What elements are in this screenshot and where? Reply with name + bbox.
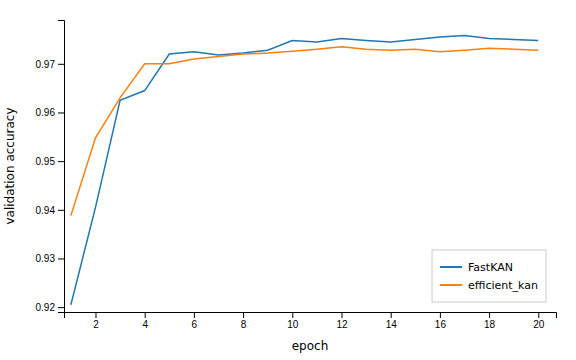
tick: 14: [386, 312, 398, 330]
tick: 0.96: [36, 107, 64, 118]
tick-label: 0.95: [36, 156, 56, 167]
tick-label: 10: [287, 319, 299, 330]
y-axis-title: validation accuracy: [3, 107, 17, 224]
tick: 4: [142, 312, 148, 330]
tick-mark: [58, 307, 64, 308]
tick: 0.94: [36, 205, 64, 216]
line: [71, 47, 538, 216]
tick-mark: [194, 312, 195, 318]
tick: 0.92: [36, 302, 64, 313]
tick: 2: [93, 312, 99, 330]
tick: 0.97: [36, 59, 64, 70]
tick-label: 12: [336, 319, 348, 330]
tick-label: 14: [386, 319, 398, 330]
legend-label: efficient_kan: [468, 279, 538, 292]
tick-label: 16: [435, 319, 447, 330]
tick: 10: [287, 312, 299, 330]
legend-label: FastKAN: [468, 261, 513, 274]
tick: 12: [336, 312, 348, 330]
tick-mark: [391, 312, 392, 318]
tick-mark: [341, 312, 342, 318]
tick: 20: [533, 312, 545, 330]
tick-mark: [95, 312, 96, 318]
tick-mark: [292, 312, 293, 318]
tick-label: 2: [93, 319, 99, 330]
tick-label: 0.93: [36, 253, 56, 264]
tick-label: 4: [142, 319, 148, 330]
tick-label: 20: [533, 319, 545, 330]
tick-mark: [243, 312, 244, 318]
tick: 16: [435, 312, 447, 330]
tick-mark: [58, 210, 64, 211]
y-axis: 0.92 0.93 0.94 0.95 0.96 0.97: [36, 21, 65, 313]
tick-label: 0.96: [36, 107, 56, 118]
tick-label: 8: [241, 319, 247, 330]
line: [71, 36, 538, 305]
tick: 18: [484, 312, 496, 330]
axis-line: [65, 313, 557, 319]
tick-label: 6: [192, 319, 198, 330]
tick-mark: [58, 258, 64, 259]
legend-swatch: [440, 266, 462, 268]
x-axis-title: epoch: [292, 339, 329, 353]
tick: 8: [241, 312, 247, 330]
lines: [71, 36, 538, 305]
tick-mark: [440, 312, 441, 318]
tick-mark: [538, 312, 539, 318]
plot: 2 4 6 8 10 12 14 16 18 20 0.92 0.93 0.94 0.95 0.96 0.97…: [3, 21, 557, 354]
tick-mark: [58, 161, 64, 162]
axis-line: [58, 21, 65, 313]
tick: 0.95: [36, 156, 64, 167]
legend-swatch: [440, 284, 462, 286]
legend-box: [432, 250, 546, 302]
tick: 0.93: [36, 253, 64, 264]
legend: FastKAN efficient_kan: [432, 250, 546, 302]
x-axis: 2 4 6 8 10 12 14 16 18 20: [65, 312, 557, 330]
tick-label: 0.94: [36, 205, 56, 216]
tick-mark: [58, 112, 64, 113]
tick-mark: [489, 312, 490, 318]
tick-label: 18: [484, 319, 496, 330]
tick-label: 0.97: [36, 59, 56, 70]
tick-label: 0.92: [36, 302, 56, 313]
chart: 2 4 6 8 10 12 14 16 18 20 0.92 0.93 0.94 0.95 0.96 0.97…: [0, 0, 576, 360]
tick-mark: [145, 312, 146, 318]
tick-mark: [58, 64, 64, 65]
tick: 6: [192, 312, 198, 330]
